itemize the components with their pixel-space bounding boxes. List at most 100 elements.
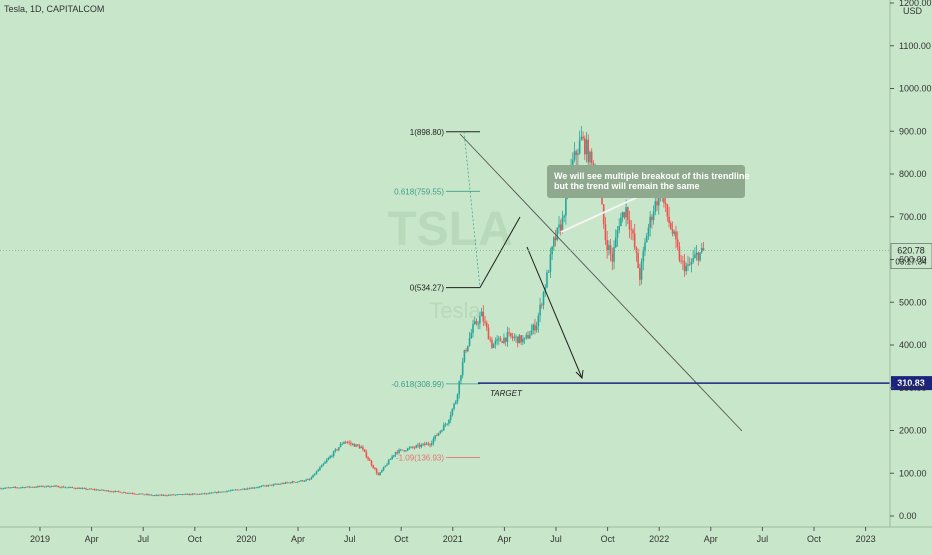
candle-body bbox=[217, 491, 220, 493]
candle-body bbox=[28, 486, 31, 488]
candle-body bbox=[344, 441, 347, 443]
candle bbox=[645, 232, 648, 243]
y-tick-label: 1000.00 bbox=[899, 84, 932, 94]
callout-pointer bbox=[560, 195, 641, 233]
candle-body bbox=[276, 483, 278, 485]
candle bbox=[528, 331, 531, 339]
candle-body bbox=[511, 336, 514, 338]
candle bbox=[274, 483, 276, 485]
candle bbox=[181, 494, 184, 496]
y-tick-label: 1200.00 bbox=[899, 0, 932, 8]
candle bbox=[537, 312, 540, 333]
candle bbox=[494, 337, 497, 349]
candle-body bbox=[420, 444, 423, 447]
x-tick-label: Apr bbox=[85, 534, 99, 544]
candle bbox=[446, 423, 448, 426]
candle bbox=[455, 400, 457, 405]
candle bbox=[651, 214, 653, 229]
currency-label[interactable]: USD bbox=[903, 6, 923, 16]
candle bbox=[114, 490, 117, 493]
candle bbox=[690, 258, 693, 273]
fib-level[interactable]: -1.09(136.93) bbox=[396, 453, 480, 462]
candle-body bbox=[405, 450, 407, 452]
candle-body bbox=[57, 485, 60, 488]
candle-body bbox=[578, 140, 581, 154]
rising-wedge-line[interactable] bbox=[479, 216, 521, 288]
candle bbox=[119, 491, 122, 493]
candle bbox=[62, 485, 65, 488]
candle-body bbox=[645, 235, 648, 243]
candle-body bbox=[93, 489, 96, 491]
candle bbox=[559, 219, 562, 236]
candle-body bbox=[181, 494, 184, 495]
candle bbox=[68, 486, 70, 489]
candle-body bbox=[12, 487, 15, 488]
x-tick-label: Apr bbox=[704, 534, 718, 544]
candle bbox=[367, 456, 369, 462]
x-tick-label: Jul bbox=[137, 534, 149, 544]
candle bbox=[675, 225, 677, 249]
candle-body bbox=[42, 485, 44, 487]
candle bbox=[136, 493, 139, 495]
candle bbox=[310, 476, 313, 480]
candle-body bbox=[81, 488, 84, 489]
current-price-tag[interactable] bbox=[890, 243, 932, 269]
candle bbox=[207, 492, 209, 495]
descending-trendline[interactable] bbox=[459, 133, 743, 432]
candle bbox=[195, 493, 197, 495]
candle-body bbox=[365, 451, 368, 458]
fib-level[interactable]: 0(534.27) bbox=[410, 284, 480, 293]
target-price-value: 310.83 bbox=[897, 378, 925, 388]
candle bbox=[69, 486, 72, 489]
candle bbox=[152, 494, 154, 497]
fib-level[interactable]: 0.618(759.55) bbox=[394, 187, 480, 196]
candle bbox=[406, 447, 409, 452]
candle-body bbox=[491, 339, 493, 348]
candle bbox=[575, 149, 577, 166]
candle-body bbox=[272, 484, 275, 486]
candle bbox=[518, 334, 521, 344]
candle bbox=[112, 490, 115, 493]
candle-body bbox=[446, 423, 448, 425]
candle-body bbox=[37, 486, 39, 488]
fib-level[interactable]: -0.618(308.99) bbox=[392, 380, 480, 389]
annotation-callout[interactable]: We will see multiple breakout of this tr… bbox=[547, 165, 749, 233]
candle-body bbox=[590, 151, 593, 164]
candle-body bbox=[508, 332, 510, 334]
candle bbox=[45, 485, 48, 488]
candle bbox=[630, 220, 633, 240]
target-price-tag[interactable] bbox=[891, 376, 932, 391]
fib-level[interactable]: 1(898.80) bbox=[410, 128, 480, 137]
candle-body bbox=[350, 442, 352, 444]
candle bbox=[499, 336, 502, 342]
candle-body bbox=[85, 488, 87, 490]
candle bbox=[138, 493, 141, 495]
candle bbox=[577, 148, 579, 167]
candle bbox=[353, 443, 356, 447]
candle bbox=[224, 491, 227, 493]
candle-body bbox=[465, 350, 467, 352]
candle bbox=[111, 490, 113, 493]
candle-body bbox=[635, 247, 638, 253]
candle-body bbox=[384, 465, 387, 468]
x-tick-label: Apr bbox=[497, 534, 511, 544]
candle-body bbox=[694, 254, 696, 259]
candle bbox=[387, 458, 390, 465]
candle bbox=[265, 484, 268, 487]
candle-body bbox=[231, 489, 233, 491]
candle-body bbox=[437, 432, 440, 436]
candle-body bbox=[623, 212, 626, 218]
candle bbox=[668, 206, 670, 228]
candle-body bbox=[160, 494, 163, 496]
candle bbox=[480, 307, 483, 317]
candle bbox=[197, 493, 199, 495]
candle bbox=[412, 445, 414, 449]
candle-body bbox=[258, 486, 261, 488]
candle bbox=[513, 333, 516, 342]
candle-body bbox=[336, 449, 338, 451]
symbol-title[interactable]: Tesla, 1D, CAPITALCOM bbox=[4, 4, 105, 14]
candle-body bbox=[503, 337, 505, 343]
candle bbox=[85, 487, 87, 491]
